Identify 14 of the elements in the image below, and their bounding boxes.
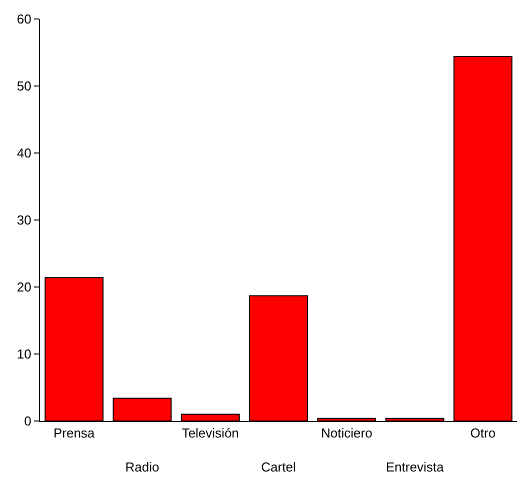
x-tick-label: Televisión: [182, 426, 239, 441]
x-tick-label: Cartel: [261, 459, 296, 474]
y-tick-label: 0: [24, 414, 32, 429]
y-tick-label: 50: [16, 78, 32, 94]
y-tick-label: 40: [16, 146, 32, 161]
x-tick-label: Noticiero: [320, 426, 372, 441]
x-tick-label: Prensa: [53, 426, 96, 441]
x-tick-label: Radio: [125, 459, 160, 474]
y-tick-label: 60: [16, 12, 32, 27]
x-tick-label: Otro: [470, 426, 496, 441]
y-tick-label: 10: [16, 346, 32, 362]
x-tick-label: Entrevista: [386, 459, 444, 474]
y-tick-label: 30: [16, 212, 32, 228]
y-tick-label: 20: [16, 280, 32, 295]
